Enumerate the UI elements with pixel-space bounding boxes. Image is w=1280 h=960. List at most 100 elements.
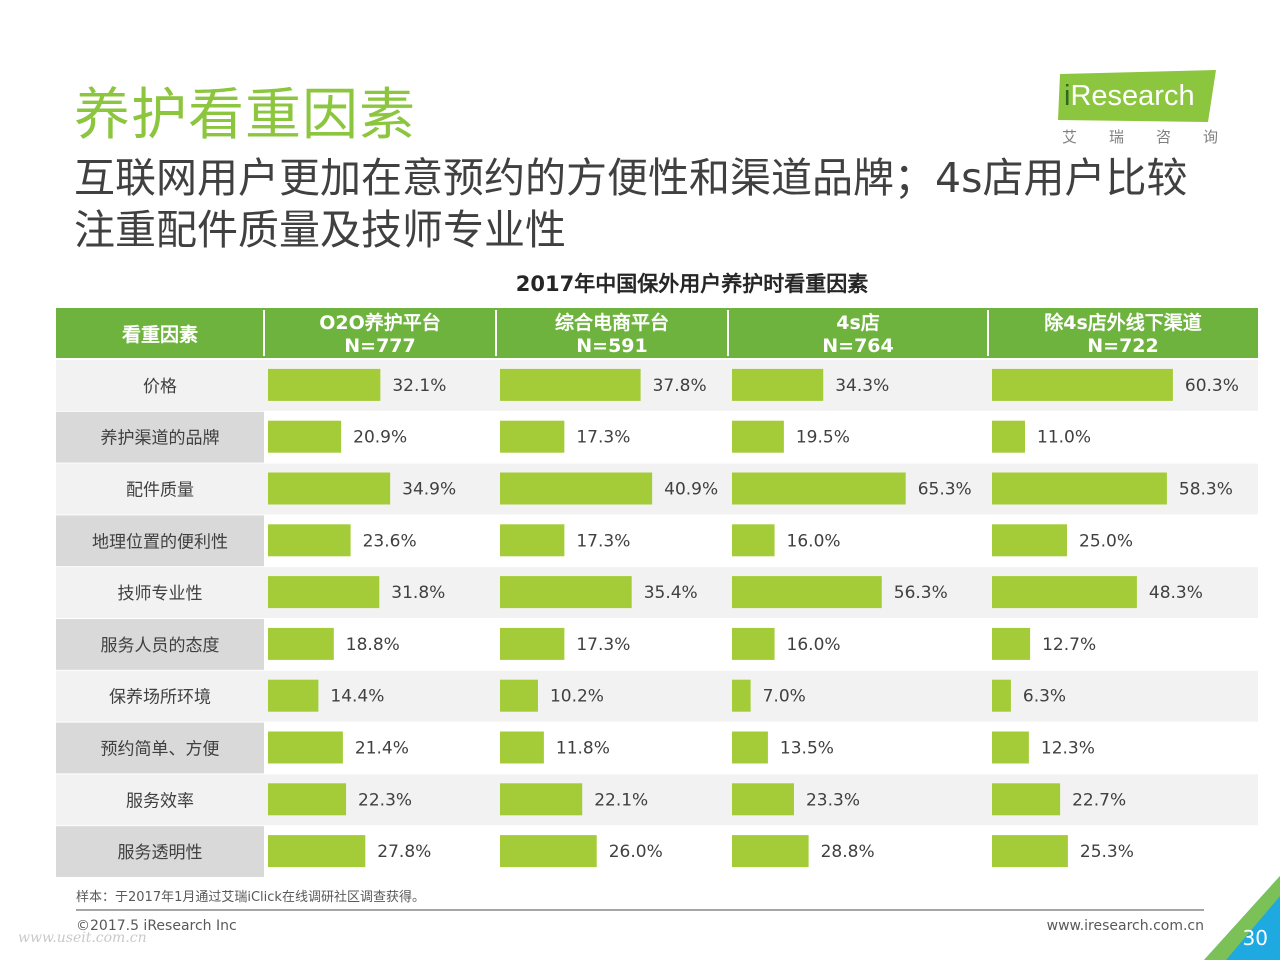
logo-band-shape	[1058, 70, 1216, 122]
data-label: 11.0%	[1037, 428, 1091, 448]
chart-title: 2017年中国保外用户养护时看重因素	[515, 272, 869, 296]
bar	[268, 679, 319, 712]
data-label: 17.3%	[576, 531, 630, 551]
data-label: 22.1%	[594, 790, 648, 810]
column-header-name: 综合电商平台	[555, 311, 669, 334]
data-label: 37.8%	[653, 376, 707, 396]
bar	[500, 472, 653, 505]
bar	[500, 679, 538, 712]
data-label: 16.0%	[787, 635, 841, 655]
row-label-cell	[56, 670, 264, 722]
table-header-band	[56, 308, 1258, 358]
data-label: 32.1%	[392, 376, 446, 396]
bar	[268, 420, 342, 453]
bar	[732, 576, 882, 609]
data-label: 65.3%	[918, 480, 972, 500]
row-label: 预约简单、方便	[101, 740, 220, 760]
bar	[500, 420, 565, 453]
bar	[992, 472, 1167, 505]
bar	[268, 368, 381, 401]
bar	[268, 472, 391, 505]
bar	[732, 420, 784, 453]
bar	[500, 731, 544, 764]
data-label: 22.7%	[1072, 790, 1126, 810]
row-label: 配件质量	[126, 481, 194, 501]
data-label: 20.9%	[353, 428, 407, 448]
data-label: 35.4%	[644, 583, 698, 603]
bar	[268, 524, 351, 557]
data-label: 13.5%	[780, 739, 834, 759]
column-header-n: N=777	[344, 335, 415, 357]
row-label: 服务效率	[126, 791, 194, 811]
bar	[268, 576, 380, 609]
bar	[992, 524, 1067, 557]
bar	[992, 835, 1068, 868]
row-label-cell	[56, 567, 264, 618]
logo-text-i: i	[1064, 80, 1071, 112]
data-label: 16.0%	[787, 531, 841, 551]
bar	[500, 576, 632, 609]
bar	[500, 627, 565, 660]
bar	[992, 627, 1031, 660]
column-header-name: 除4s店外线下渠道	[1044, 311, 1202, 334]
logo-text: iResearch	[1064, 80, 1195, 113]
sample-note: 样本：于2017年1月通过艾瑞iClick在线调研社区调查获得。	[76, 890, 425, 905]
data-label: 10.2%	[550, 687, 604, 707]
bar	[732, 368, 824, 401]
page-number: 30	[1242, 926, 1268, 950]
logo-cn-char: 询	[1202, 128, 1218, 146]
data-label: 12.3%	[1041, 739, 1095, 759]
column-header-n: N=591	[576, 335, 647, 357]
row-label: 地理位置的便利性	[92, 532, 228, 552]
bar	[992, 679, 1011, 712]
row-header-label: 看重因素	[121, 323, 198, 346]
data-label: 22.3%	[358, 790, 412, 810]
logo-cn-char: 瑞	[1108, 128, 1124, 146]
logo-cn-char: 咨	[1155, 128, 1171, 146]
bar	[992, 731, 1029, 764]
row-label-cell	[56, 463, 264, 515]
data-label: 31.8%	[391, 583, 445, 603]
data-label: 48.3%	[1149, 583, 1203, 603]
row-label: 保养场所环境	[109, 688, 211, 708]
bar	[268, 731, 343, 764]
column-header-n: N=722	[1087, 335, 1158, 357]
row-label-cell	[56, 722, 264, 774]
data-label: 27.8%	[377, 842, 431, 862]
data-label: 18.8%	[346, 635, 400, 655]
bar	[732, 835, 809, 868]
column-header-n: N=764	[822, 335, 893, 357]
bar	[992, 368, 1173, 401]
bar	[732, 627, 775, 660]
row-label-cell	[56, 360, 264, 411]
bar	[732, 731, 768, 764]
logo-cn-label: 艾 瑞 咨 询	[1062, 126, 1218, 147]
row-label-cell	[56, 826, 264, 877]
corner-triangle-decoration	[1204, 876, 1280, 960]
data-label: 14.4%	[330, 687, 384, 707]
bar	[500, 368, 641, 401]
logo-text-rest: Research	[1070, 80, 1195, 112]
row-label-cell	[56, 774, 264, 826]
data-label: 23.3%	[806, 790, 860, 810]
bar	[732, 472, 906, 505]
data-label: 34.9%	[402, 480, 456, 500]
row-label: 服务透明性	[118, 843, 203, 863]
iresearch-logo: iResearch 艾 瑞 咨 询	[1058, 70, 1218, 150]
bar	[500, 524, 565, 557]
row-label-cell	[56, 411, 264, 463]
copyright-text: ©2017.5 iResearch Inc	[76, 918, 237, 934]
data-label: 6.3%	[1023, 687, 1066, 707]
bar	[732, 524, 775, 557]
data-label: 25.0%	[1079, 531, 1133, 551]
logo-cn-char: 艾	[1062, 128, 1078, 146]
website-link[interactable]: www.iresearch.com.cn	[1046, 918, 1204, 934]
bar	[268, 835, 366, 868]
data-label: 17.3%	[576, 428, 630, 448]
data-label: 34.3%	[835, 376, 889, 396]
bar	[992, 783, 1061, 816]
data-label: 12.7%	[1042, 635, 1096, 655]
data-label: 17.3%	[576, 635, 630, 655]
bar	[732, 783, 794, 816]
